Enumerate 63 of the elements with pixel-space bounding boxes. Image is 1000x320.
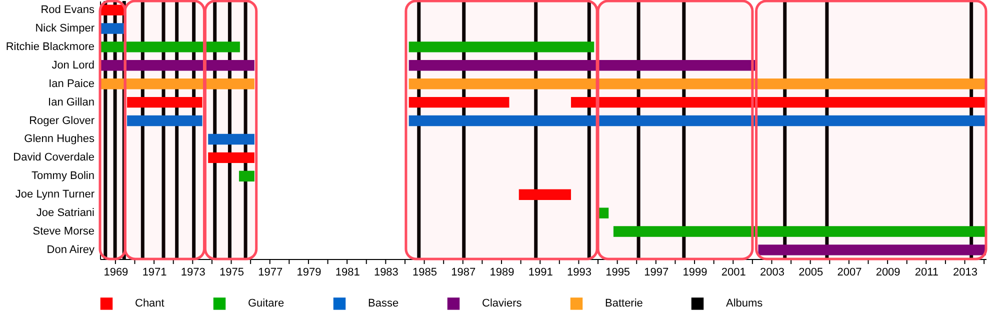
legend-label: Chant: [135, 298, 164, 310]
bar: [408, 42, 594, 52]
x-tick-label: 1995: [606, 266, 630, 278]
bar: [100, 42, 240, 52]
x-tick-label: 1985: [412, 266, 438, 278]
bar: [408, 96, 510, 108]
bar: [208, 152, 254, 164]
y-tick-label: Joe Satriani: [36, 207, 94, 220]
bar: [570, 96, 986, 108]
bar: [408, 115, 986, 126]
x-tick-label: 1981: [335, 266, 360, 278]
x-tick-label: 1999: [682, 266, 708, 278]
x-tick-label: 1975: [220, 266, 244, 278]
bar: [238, 170, 254, 182]
legend-label: Albums: [726, 298, 764, 310]
bar: [100, 4, 126, 16]
x-tick-label: 2001: [721, 266, 746, 278]
y-tick-label: Glenn Hughes: [24, 133, 95, 146]
y-tick-label: Steve Morse: [32, 226, 94, 238]
legend-label: Claviers: [482, 298, 522, 310]
x-tick-label: 2007: [837, 266, 862, 278]
y-tick-label: Jon Lord: [52, 59, 94, 72]
bar: [518, 189, 571, 200]
y-tick-label: Ian Paice: [48, 78, 94, 90]
bar: [758, 244, 986, 256]
x-tick-label: 1969: [104, 266, 128, 278]
legend-label: Basse: [368, 298, 399, 310]
bar: [408, 60, 756, 71]
x-tick-label: 1977: [258, 266, 283, 278]
x-tick-label: 1979: [296, 266, 322, 278]
x-tick-label: 1987: [451, 266, 476, 278]
x-tick-label: 1997: [644, 266, 669, 278]
legend-label: Batterie: [605, 298, 643, 310]
legend-label: Guitare: [248, 298, 284, 310]
y-tick-label: Joe Lynn Turner: [15, 188, 95, 201]
y-tick-label: Ian Gillan: [48, 96, 94, 108]
y-tick-label: David Coverdale: [13, 152, 94, 164]
x-tick-label: 2011: [914, 266, 938, 278]
x-tick-label: 1973: [180, 266, 206, 278]
bar: [408, 78, 986, 90]
bar: [613, 226, 986, 237]
bar: [127, 96, 202, 108]
x-tick-label: 1971: [142, 266, 167, 278]
x-tick-label: 2013: [953, 266, 978, 278]
x-tick-label: 2003: [760, 266, 784, 278]
bar: [100, 60, 254, 71]
x-tick-label: 1991: [528, 266, 553, 278]
y-tick-label: Don Airey: [46, 244, 95, 256]
bar: [100, 78, 254, 90]
x-tick-label: 1989: [490, 266, 514, 278]
y-tick-label: Ritchie Blackmore: [6, 40, 94, 53]
bar: [127, 115, 202, 126]
y-tick-label: Rod Evans: [40, 4, 95, 16]
bar: [208, 134, 254, 145]
y-tick-label: Roger Glover: [29, 114, 95, 127]
x-tick-label: 2005: [798, 266, 824, 278]
x-tick-label: 2009: [876, 266, 900, 278]
bar: [100, 23, 126, 34]
x-tick-label: 1983: [374, 266, 398, 278]
x-tick-label: 1993: [566, 266, 592, 278]
y-tick-label: Nick Simper: [35, 22, 95, 34]
bar: [598, 208, 609, 218]
y-tick-label: Tommy Bolin: [32, 170, 94, 182]
